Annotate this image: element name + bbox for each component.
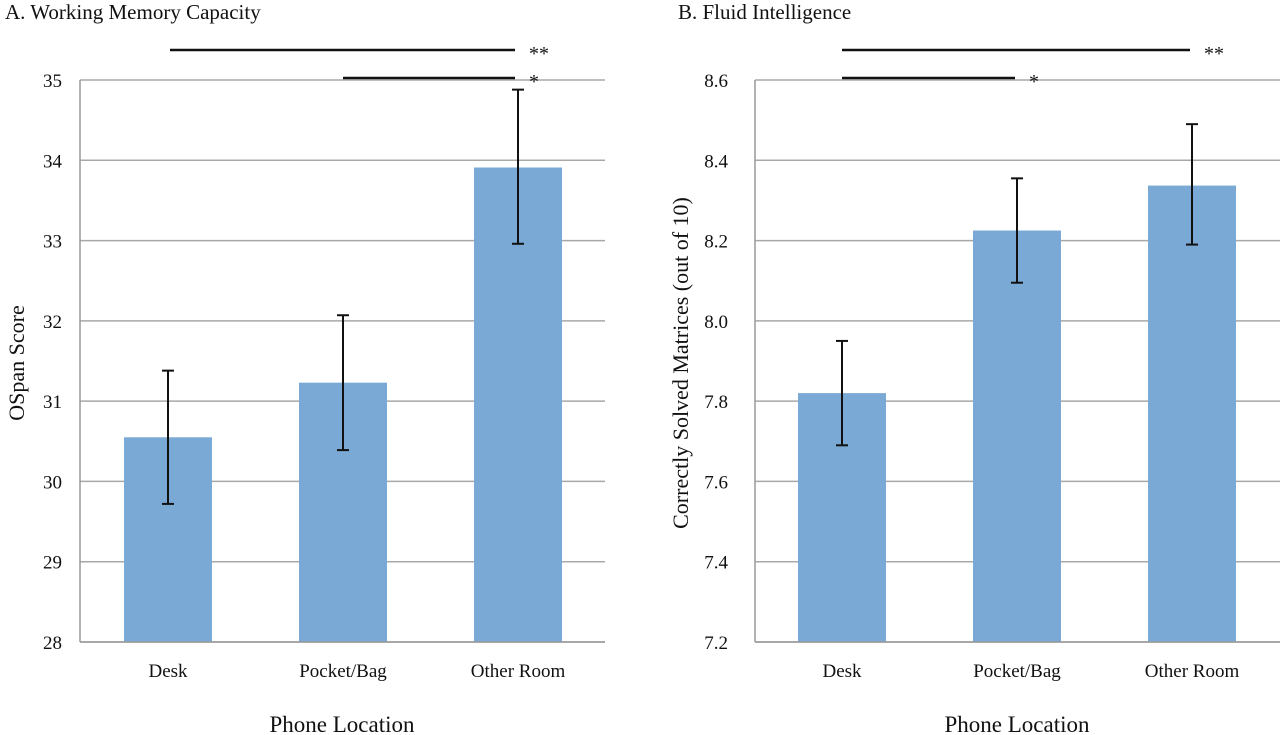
- y-tick-label: 32: [43, 312, 62, 333]
- y-tick-label: 7.2: [704, 633, 728, 654]
- error-bar: [337, 314, 349, 452]
- y-tick-label: 34: [43, 151, 63, 172]
- x-tick-label: Other Room: [471, 661, 566, 682]
- x-axis-label: Phone Location: [945, 712, 1090, 735]
- y-tick-label: 28: [43, 633, 62, 654]
- y-tick-label: 7.8: [704, 392, 728, 413]
- x-tick-label: Desk: [148, 661, 188, 682]
- error-bar: [836, 339, 848, 447]
- y-tick-label: 35: [43, 71, 62, 92]
- error-bar: [1011, 177, 1023, 284]
- significance-label: *: [1029, 71, 1039, 93]
- bar: [973, 230, 1061, 643]
- significance-label: **: [1204, 43, 1224, 65]
- y-tick-label: 8.2: [704, 232, 728, 253]
- bar: [474, 167, 562, 643]
- y-tick-label: 33: [43, 232, 62, 253]
- y-tick-label: 31: [43, 392, 62, 413]
- bar: [1148, 185, 1236, 642]
- error-bar: [512, 88, 524, 245]
- y-tick-label: 8.0: [704, 312, 728, 333]
- y-axis-label: OSpan Score: [4, 305, 29, 420]
- x-tick-label: Other Room: [1145, 661, 1240, 682]
- x-tick-label: Pocket/Bag: [973, 661, 1061, 682]
- x-axis-label: Phone Location: [270, 712, 415, 735]
- chart-panel-a: 28 29 30 31 32 33 34 35 Desk Pocket/Bag Other Room…: [4, 0, 605, 735]
- y-tick-label: 7.6: [704, 472, 728, 493]
- error-bar: [162, 369, 174, 505]
- y-axis-label: Correctly Solved Matrices (out of 10): [668, 197, 693, 529]
- y-tick-label: 8.6: [704, 71, 728, 92]
- x-tick-label: Desk: [822, 661, 862, 682]
- error-bar: [1186, 123, 1198, 246]
- chart-title: A. Working Memory Capacity: [5, 0, 261, 24]
- y-tick-label: 7.4: [704, 553, 728, 574]
- significance-label: **: [529, 43, 549, 65]
- y-tick-label: 29: [43, 553, 62, 574]
- chart-panel-b: 7.2 7.4 7.6 7.8 8.0 8.2 8.4 8.6 Desk Pocket/Bag Ot…: [668, 0, 1280, 735]
- chart-title: B. Fluid Intelligence: [678, 0, 851, 24]
- y-tick-label: 8.4: [704, 151, 728, 172]
- y-tick-label: 30: [43, 472, 62, 493]
- x-tick-label: Pocket/Bag: [299, 661, 387, 682]
- significance-label: *: [529, 71, 539, 93]
